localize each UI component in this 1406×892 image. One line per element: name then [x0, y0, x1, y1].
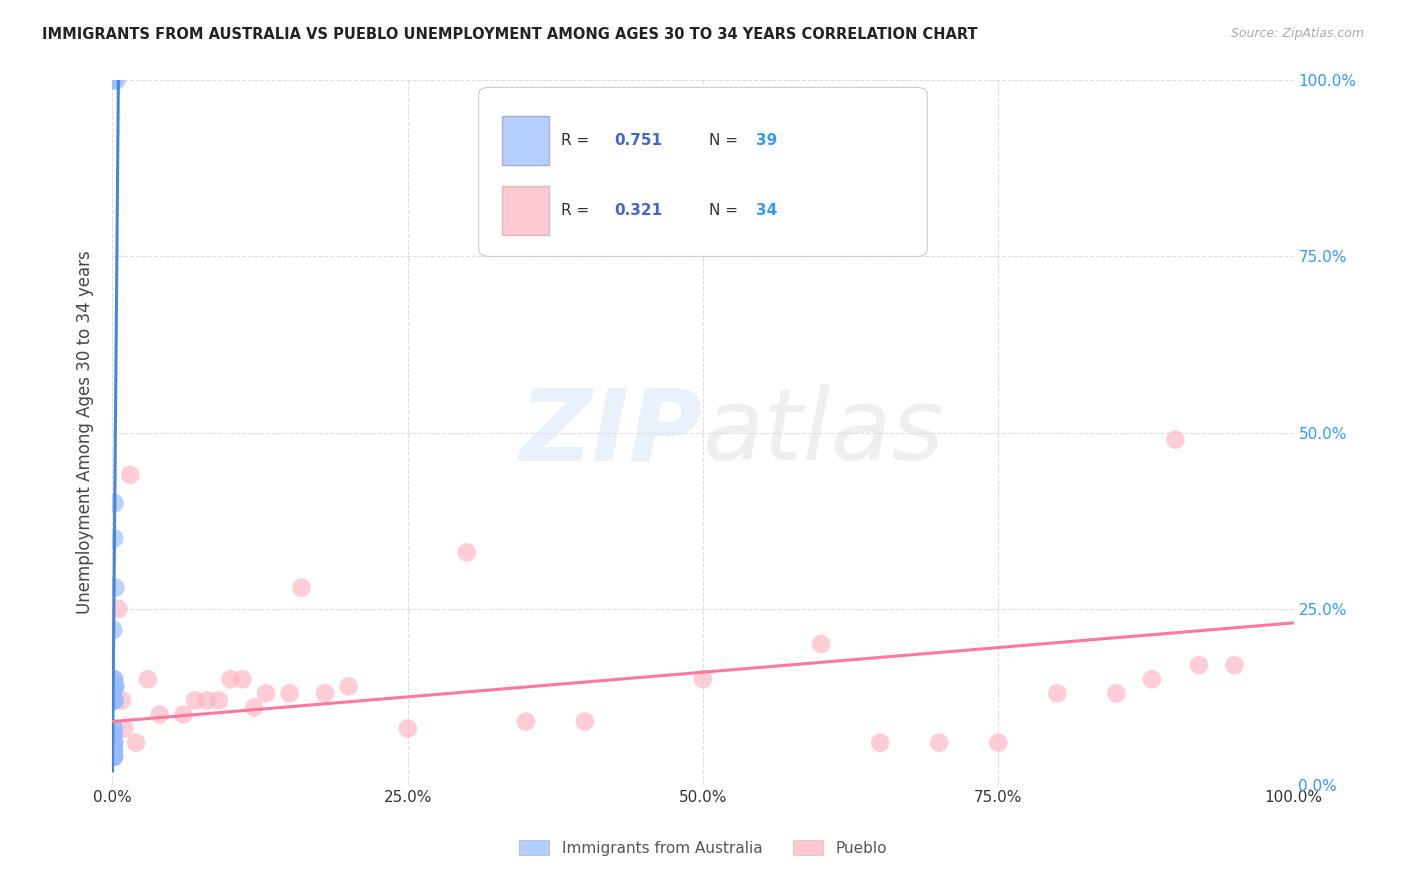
Point — [810, 637, 832, 651]
Point — [184, 693, 207, 707]
Point — [103, 73, 125, 87]
Point — [254, 686, 277, 700]
Point — [103, 749, 125, 764]
Point — [103, 742, 125, 756]
Text: R =: R = — [561, 133, 595, 148]
Point — [104, 581, 127, 595]
Point — [1140, 673, 1163, 687]
Point — [103, 742, 125, 756]
Point — [103, 722, 125, 736]
Point — [195, 693, 218, 707]
Point — [456, 545, 478, 559]
Text: N =: N = — [709, 203, 742, 219]
Point — [103, 532, 125, 546]
Point — [692, 673, 714, 687]
Point — [103, 749, 125, 764]
Point — [103, 623, 125, 637]
FancyBboxPatch shape — [478, 87, 928, 257]
Text: Source: ZipAtlas.com: Source: ZipAtlas.com — [1230, 27, 1364, 40]
Point — [103, 736, 125, 750]
FancyBboxPatch shape — [502, 186, 550, 235]
Point — [103, 679, 125, 693]
Point — [103, 742, 125, 756]
Point — [136, 673, 159, 687]
Point — [396, 722, 419, 736]
Point — [278, 686, 301, 700]
Point — [103, 736, 125, 750]
Point — [103, 693, 125, 707]
Point — [112, 722, 135, 736]
Point — [103, 736, 125, 750]
Point — [290, 581, 312, 595]
Point — [103, 693, 125, 707]
Text: 0.321: 0.321 — [614, 203, 662, 219]
Point — [101, 749, 124, 764]
Point — [103, 742, 125, 756]
Point — [337, 679, 360, 693]
Text: atlas: atlas — [703, 384, 945, 481]
Y-axis label: Unemployment Among Ages 30 to 34 years: Unemployment Among Ages 30 to 34 years — [76, 251, 94, 615]
Point — [1046, 686, 1069, 700]
Point — [515, 714, 537, 729]
Text: 34: 34 — [756, 203, 778, 219]
Text: R =: R = — [561, 203, 595, 219]
Point — [103, 749, 125, 764]
Text: ZIP: ZIP — [520, 384, 703, 481]
Point — [103, 693, 125, 707]
Point — [172, 707, 194, 722]
Point — [219, 673, 242, 687]
Point — [125, 736, 148, 750]
Point — [103, 729, 125, 743]
Point — [104, 693, 127, 707]
Point — [104, 496, 127, 510]
Text: N =: N = — [709, 133, 742, 148]
Point — [101, 749, 124, 764]
Point — [105, 73, 128, 87]
Point — [103, 749, 125, 764]
Point — [987, 736, 1010, 750]
FancyBboxPatch shape — [502, 116, 550, 165]
Point — [1223, 658, 1246, 673]
Point — [101, 742, 124, 756]
Legend: Immigrants from Australia, Pueblo: Immigrants from Australia, Pueblo — [513, 834, 893, 862]
Text: IMMIGRANTS FROM AUSTRALIA VS PUEBLO UNEMPLOYMENT AMONG AGES 30 TO 34 YEARS CORRE: IMMIGRANTS FROM AUSTRALIA VS PUEBLO UNEM… — [42, 27, 977, 42]
Point — [104, 679, 127, 693]
Point — [208, 693, 231, 707]
Point — [103, 742, 125, 756]
Point — [103, 693, 125, 707]
Point — [111, 693, 134, 707]
Point — [574, 714, 596, 729]
Point — [928, 736, 950, 750]
Point — [314, 686, 336, 700]
Point — [103, 673, 125, 687]
Text: 0.751: 0.751 — [614, 133, 662, 148]
Point — [101, 73, 124, 87]
Point — [103, 722, 125, 736]
Point — [869, 736, 891, 750]
Point — [103, 736, 125, 750]
Point — [103, 742, 125, 756]
Point — [1188, 658, 1211, 673]
Point — [231, 673, 253, 687]
Point — [120, 467, 142, 482]
Point — [103, 729, 125, 743]
Point — [103, 679, 125, 693]
Point — [1105, 686, 1128, 700]
Point — [149, 707, 172, 722]
Point — [1164, 433, 1187, 447]
Point — [107, 601, 129, 615]
Point — [243, 700, 266, 714]
Point — [103, 673, 125, 687]
Text: 39: 39 — [756, 133, 778, 148]
Point — [101, 749, 124, 764]
